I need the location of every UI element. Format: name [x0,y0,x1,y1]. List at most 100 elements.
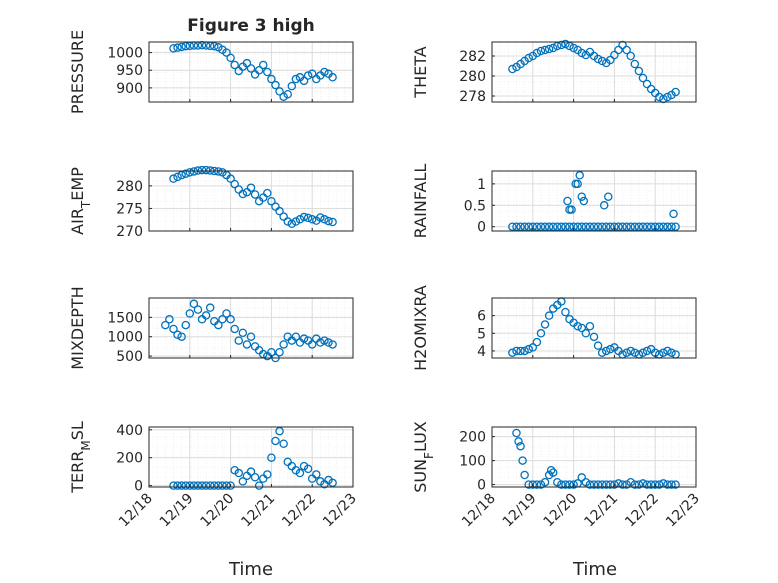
axes-box [491,41,697,103]
y-tick-label: 950 [116,63,143,79]
data-point [181,320,190,330]
data-point [610,480,619,489]
data-point [524,53,533,63]
data-point [222,309,231,318]
data-point [226,174,235,183]
data-point [189,299,199,309]
data-point [610,50,619,60]
data-point [173,172,182,182]
data-point [561,222,570,231]
data-point [185,309,195,318]
data-point [655,92,664,102]
data-point [254,65,264,75]
data-point [548,222,558,231]
data-point [650,480,660,489]
data-point [275,347,284,357]
data-point [267,453,276,462]
data-point [279,340,288,349]
data-point [283,89,292,99]
data-point [201,311,211,320]
data-point [593,480,603,489]
y-tick-label: 400 [116,423,143,439]
data-point [642,79,652,89]
data-point [614,45,623,55]
data-point [532,222,542,231]
data-point [193,481,203,490]
data-point [577,323,587,333]
x-axis-label-right: Time [572,559,617,580]
data-point [561,39,570,49]
data-point [169,324,178,334]
data-point [659,94,668,104]
data-point [638,222,648,231]
data-point [634,480,644,489]
data-point [642,480,652,489]
data-point [579,196,589,206]
y-axis-label-mixdepth: MIXDEPTH [68,286,87,369]
data-point [604,192,613,201]
data-point [589,222,599,231]
data-point [557,222,566,231]
data-point [581,222,591,231]
data-point [597,480,607,489]
data-point [303,464,313,474]
y-axis-label-pressure: PRESSURE [68,30,87,114]
data-point [275,87,284,96]
data-point [667,222,676,231]
y-tick-label: 0 [477,478,486,494]
data-point [642,346,652,356]
data-point [291,217,301,226]
data-point [512,346,521,356]
data-point [536,222,546,231]
data-point [299,212,309,222]
data-point [328,478,337,488]
data-point [508,64,517,74]
data-point [593,222,603,231]
data-point [544,311,554,320]
data-point [271,80,280,90]
data-point [528,343,538,352]
data-point [173,330,182,340]
subplot-air-temp: 280 275 270 AIRTEMP [68,165,354,240]
data-point [169,44,178,53]
data-point [516,346,525,356]
data-point [283,217,292,226]
data-point [205,303,215,312]
data-point [528,480,538,489]
data-point [638,348,648,357]
data-point [185,168,195,177]
data-point [312,470,321,479]
data-point [622,222,631,231]
axes-box [148,41,354,103]
data-point [601,346,611,356]
data-point [295,468,305,478]
data-point [524,222,533,231]
data-point [263,67,272,77]
data-point [597,222,607,231]
y-tick-label: 0 [134,479,143,495]
data-point [577,473,587,482]
data-point [246,183,256,192]
y-tick-label: 280 [459,69,486,85]
data-point [320,336,329,345]
data-point [197,481,207,490]
data-point [263,188,272,198]
data-point [210,41,219,51]
data-point [328,217,337,227]
data-point [626,222,635,231]
data-point [520,470,529,480]
data-point [544,44,554,54]
data-point [548,468,558,477]
data-point [540,477,550,487]
data-point [279,212,288,221]
data-point [544,222,554,231]
y-axis-label-rainfall: RAINFALL [411,164,430,239]
data-point [193,305,203,314]
data-point [177,481,186,490]
axes-box [491,297,697,359]
data-point [201,481,211,490]
data-point [514,437,523,446]
data-point [557,480,566,489]
data-point [577,222,587,231]
data-point [177,42,186,52]
